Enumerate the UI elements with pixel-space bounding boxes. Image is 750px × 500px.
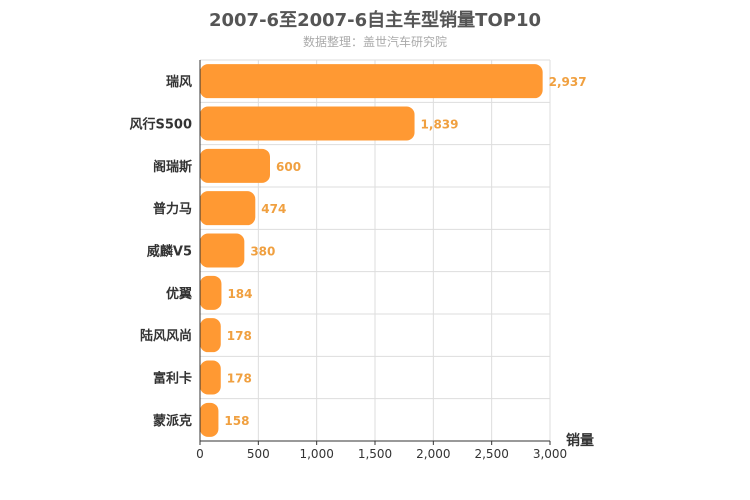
value-label: 1,839 <box>421 118 459 132</box>
bar <box>200 64 543 99</box>
bar <box>200 106 415 141</box>
category-label: 威麟V5 <box>147 244 192 260</box>
category-label: 优翼 <box>166 286 192 302</box>
chart-title: 2007-6至2007-6自主车型销量TOP10 <box>208 10 541 31</box>
x-tick-label: 1,500 <box>358 447 392 461</box>
value-label: 178 <box>227 329 252 343</box>
category-label: 普力马 <box>153 201 192 217</box>
category-label: 阁瑞斯 <box>153 159 192 175</box>
bar <box>200 360 221 395</box>
x-axis-label: 销量 <box>566 432 594 449</box>
bar <box>200 402 219 437</box>
bar <box>200 233 245 268</box>
bar <box>200 148 270 183</box>
value-label: 178 <box>227 372 252 386</box>
category-label: 陆风风尚 <box>140 328 192 344</box>
category-label: 瑞风 <box>166 74 192 90</box>
bar <box>200 318 221 353</box>
value-label: 2,937 <box>549 75 587 89</box>
x-tick-label: 2,000 <box>416 447 450 461</box>
bar <box>200 191 256 226</box>
x-tick-label: 1,000 <box>299 447 333 461</box>
category-label: 富利卡 <box>153 371 192 387</box>
x-tick-label: 3,000 <box>533 447 567 461</box>
x-tick-label: 2,500 <box>474 447 508 461</box>
value-label: 474 <box>261 202 286 216</box>
bar <box>200 275 222 310</box>
category-label: 蒙派克 <box>153 413 192 429</box>
chart-subtitle: 数据整理：盖世汽车研究院 <box>302 35 447 49</box>
category-label: 风行S500 <box>130 117 193 133</box>
value-label: 158 <box>224 414 249 428</box>
x-tick-label: 0 <box>196 447 204 461</box>
x-tick-label: 500 <box>247 447 270 461</box>
value-label: 600 <box>276 160 301 174</box>
value-label: 380 <box>250 245 275 259</box>
value-label: 184 <box>227 287 252 301</box>
